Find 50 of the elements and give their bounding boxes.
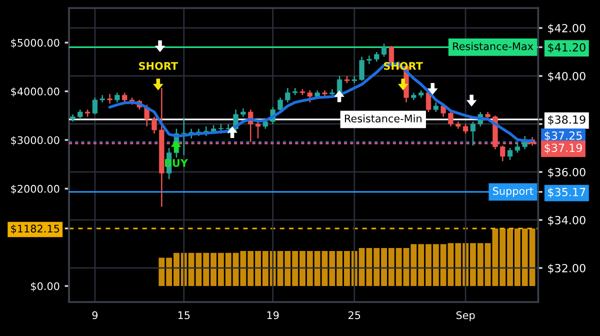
candlestick xyxy=(152,116,157,134)
candlestick xyxy=(507,147,513,161)
ref-line-label: Support xyxy=(493,187,534,197)
y-tick-label: $40.00 xyxy=(548,72,586,82)
ref-line-label: $37.25 xyxy=(544,131,582,142)
ref-line-label: Resistance-Max xyxy=(453,42,534,50)
y2-tick-label: $5000.00 xyxy=(11,38,60,48)
y-tick-label: $34.00 xyxy=(548,216,586,226)
candlestick xyxy=(78,108,83,120)
y-tick-label: $36.00 xyxy=(548,168,586,178)
candlestick xyxy=(114,92,120,104)
y-tick-label: $32.00 xyxy=(548,264,586,274)
candlestick xyxy=(100,94,105,104)
candlestick xyxy=(462,123,468,134)
ref-line-label: Resistance-Min xyxy=(344,114,422,122)
y2-tick-label: $3000.00 xyxy=(11,136,60,146)
y-tick-label: $42.00 xyxy=(548,24,586,34)
y-tick-label: $38.19 xyxy=(548,115,586,126)
candlestick xyxy=(285,87,290,104)
candlestick xyxy=(470,120,476,146)
ref-line-label: $37.19 xyxy=(544,143,582,154)
x-tick-label: 25 xyxy=(348,311,360,320)
candlestick xyxy=(366,54,372,65)
candlestick xyxy=(107,93,112,104)
y-tick-label: $35.17 xyxy=(548,188,586,198)
candlestick xyxy=(92,96,98,116)
x-tick-label: Sep xyxy=(456,311,475,322)
annotation: SHORT xyxy=(139,62,178,70)
candlestick xyxy=(500,144,506,162)
candlestick xyxy=(226,123,231,134)
candlestick xyxy=(514,142,520,154)
candlestick xyxy=(181,117,186,156)
y2-tick-label: $0.00 xyxy=(31,282,60,292)
candlestick xyxy=(307,90,312,104)
candlestick xyxy=(352,75,357,84)
y2-tick-label: $2000.00 xyxy=(11,184,60,194)
candlestick xyxy=(448,111,454,128)
y-tick-label: $41.20 xyxy=(548,42,586,54)
candlestick xyxy=(278,96,283,113)
candlestick xyxy=(122,92,128,104)
candlestick xyxy=(359,56,364,82)
y2-tick-label: $4000.00 xyxy=(11,87,60,97)
y2-tick-label: $1182.15 xyxy=(11,224,60,234)
x-tick-label: 19 xyxy=(267,311,279,320)
candlestick xyxy=(255,118,261,140)
candlestick xyxy=(381,42,387,58)
x-tick-label: 9 xyxy=(92,311,98,320)
candlestick xyxy=(433,102,438,113)
x-tick-label: 15 xyxy=(178,311,190,320)
candlestick xyxy=(374,51,380,62)
